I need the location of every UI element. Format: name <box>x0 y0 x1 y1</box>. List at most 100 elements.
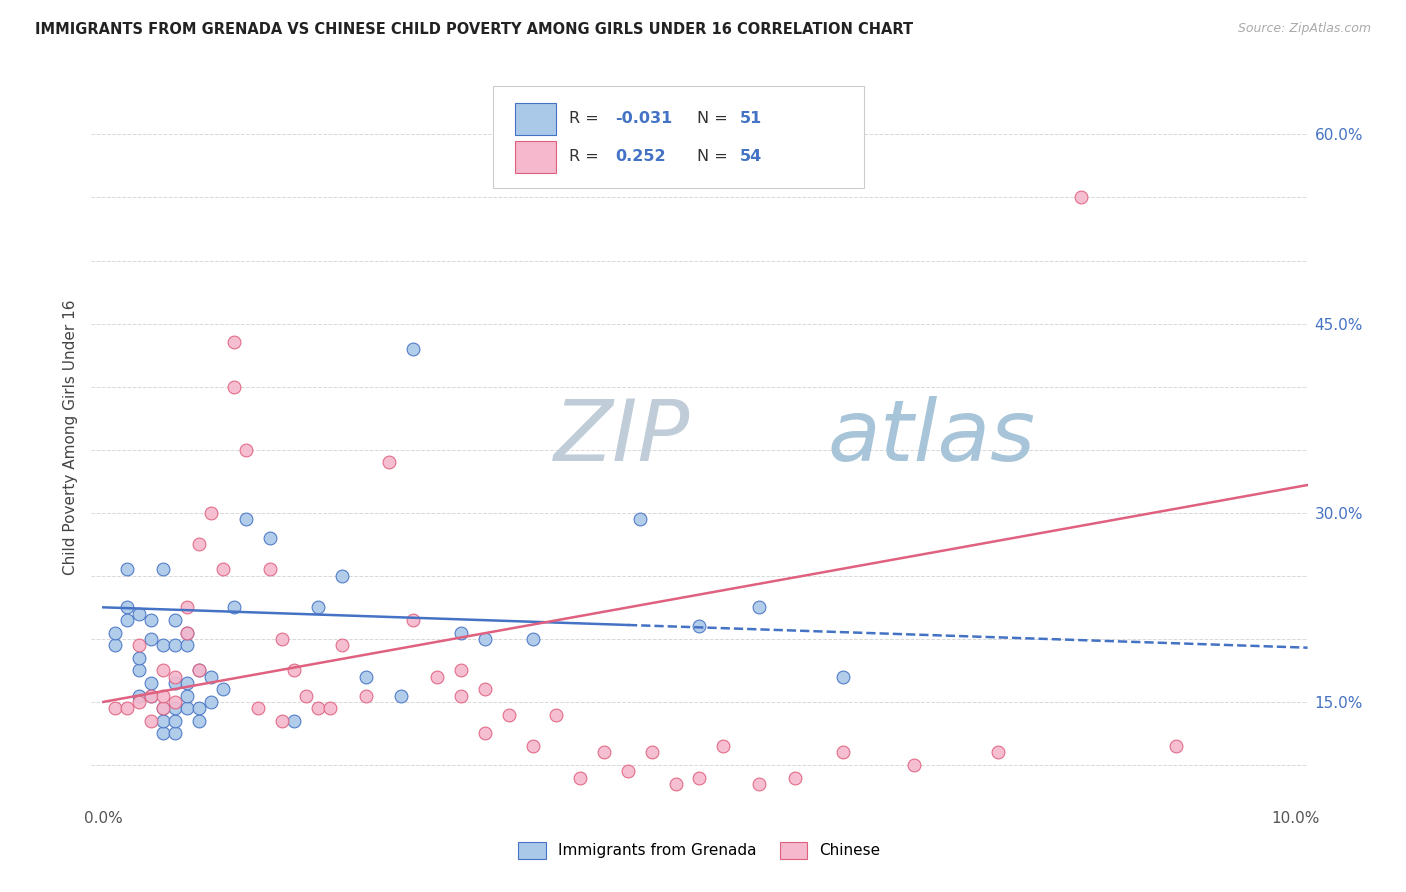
Point <box>152 664 174 678</box>
Text: atlas: atlas <box>827 395 1035 479</box>
Point <box>522 632 544 646</box>
Point <box>402 613 425 627</box>
Point <box>474 682 496 697</box>
FancyBboxPatch shape <box>515 141 555 173</box>
Point <box>187 714 209 728</box>
Point <box>987 745 1010 759</box>
Point <box>1166 739 1188 753</box>
Point <box>163 676 186 690</box>
Point <box>330 569 353 583</box>
Point <box>152 726 174 740</box>
Point <box>187 664 209 678</box>
Point <box>569 771 592 785</box>
Point <box>211 682 233 697</box>
Text: -0.031: -0.031 <box>616 112 673 127</box>
Point <box>115 701 138 715</box>
Point <box>748 777 770 791</box>
Point <box>200 670 222 684</box>
Point <box>783 771 806 785</box>
Point <box>831 745 853 759</box>
Point <box>128 607 150 621</box>
Point <box>295 689 318 703</box>
Point <box>163 701 186 715</box>
Point <box>271 632 294 646</box>
Point <box>104 701 127 715</box>
Point <box>176 600 198 615</box>
Point <box>688 771 710 785</box>
Point <box>152 701 174 715</box>
Point <box>224 600 246 615</box>
Point <box>163 714 186 728</box>
Point <box>139 689 162 703</box>
Point <box>128 650 150 665</box>
Point <box>354 689 377 703</box>
Point <box>688 619 710 633</box>
Point <box>128 638 150 652</box>
Point <box>546 707 568 722</box>
Point <box>378 455 401 469</box>
Point <box>593 745 616 759</box>
Point <box>319 701 342 715</box>
Point <box>354 670 377 684</box>
Point <box>139 613 162 627</box>
Point <box>474 632 496 646</box>
Point <box>139 632 162 646</box>
Point <box>176 625 198 640</box>
Point <box>176 689 198 703</box>
Point <box>748 600 770 615</box>
Y-axis label: Child Poverty Among Girls Under 16: Child Poverty Among Girls Under 16 <box>63 300 79 574</box>
Point <box>1070 190 1092 204</box>
Text: Source: ZipAtlas.com: Source: ZipAtlas.com <box>1237 22 1371 36</box>
Point <box>104 638 127 652</box>
Point <box>176 625 198 640</box>
Point <box>152 638 174 652</box>
Point <box>187 664 209 678</box>
Point <box>152 689 174 703</box>
Point <box>139 689 162 703</box>
Point <box>628 512 651 526</box>
Point <box>128 689 150 703</box>
Point <box>450 689 472 703</box>
Point <box>283 714 305 728</box>
FancyBboxPatch shape <box>515 103 555 135</box>
Point <box>224 335 246 350</box>
Point <box>115 562 138 576</box>
Point <box>450 664 472 678</box>
Point <box>152 714 174 728</box>
Point <box>200 695 222 709</box>
Point <box>330 638 353 652</box>
Point <box>450 625 472 640</box>
Point <box>152 562 174 576</box>
Point <box>200 506 222 520</box>
FancyBboxPatch shape <box>492 86 863 188</box>
Text: ZIP: ZIP <box>554 395 690 479</box>
Point <box>139 714 162 728</box>
Point <box>139 676 162 690</box>
Point <box>283 664 305 678</box>
Text: 0.252: 0.252 <box>616 150 666 164</box>
Point <box>128 664 150 678</box>
Point <box>211 562 233 576</box>
Point <box>163 695 186 709</box>
Point <box>711 739 734 753</box>
Point <box>522 739 544 753</box>
Text: N =: N = <box>697 112 733 127</box>
Text: R =: R = <box>569 112 605 127</box>
Text: R =: R = <box>569 150 609 164</box>
Point <box>163 670 186 684</box>
Text: IMMIGRANTS FROM GRENADA VS CHINESE CHILD POVERTY AMONG GIRLS UNDER 16 CORRELATIO: IMMIGRANTS FROM GRENADA VS CHINESE CHILD… <box>35 22 914 37</box>
Point <box>903 758 925 772</box>
Point <box>307 701 329 715</box>
Point <box>247 701 270 715</box>
Text: N =: N = <box>697 150 733 164</box>
Point <box>271 714 294 728</box>
Point <box>426 670 449 684</box>
Point <box>641 745 664 759</box>
Point <box>224 379 246 393</box>
Point <box>187 537 209 551</box>
Text: 51: 51 <box>740 112 762 127</box>
Point <box>152 701 174 715</box>
Point <box>235 442 257 457</box>
Point <box>259 531 281 545</box>
Point <box>176 638 198 652</box>
